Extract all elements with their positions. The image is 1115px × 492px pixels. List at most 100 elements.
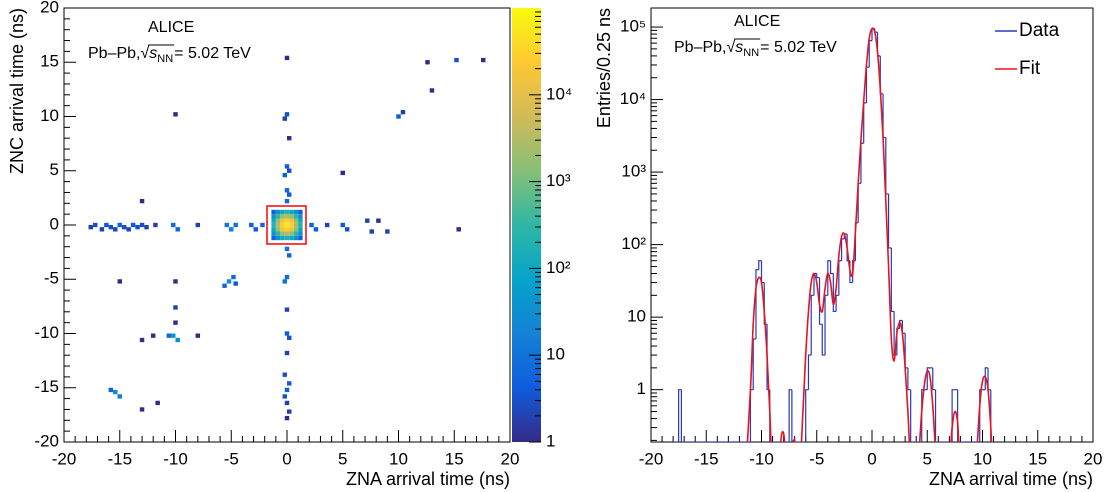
heatmap-cell [376,218,381,223]
x-tick-label: -10 [163,449,188,468]
x-tick-label: -10 [749,449,774,468]
heatmap-cell [233,281,238,286]
heatmap-cell [139,222,145,228]
x-tick-label: 10 [973,449,992,468]
heatmap-cell [289,231,294,236]
heatmap-cell [249,222,254,228]
heatmap-cell [271,218,276,223]
data-bin [755,269,759,339]
x-tick-label: -15 [107,449,132,468]
data-bin [863,102,867,144]
data-bin [893,311,897,356]
heatmap-cell [139,407,145,412]
heatmap-cell [173,320,178,325]
heatmap-cell [150,333,156,338]
heatmap-cell [280,214,285,219]
heatmap-cell [284,55,290,61]
data-bin [838,260,842,296]
heatmap-cell [275,218,281,223]
heatmap-cell [113,389,118,395]
heatmap-cell [298,235,303,241]
heatmap-cell [113,227,118,232]
data-bin [788,389,792,442]
heatmap-cell [222,283,227,288]
heatmap-cell [139,337,145,343]
heatmap-cell [126,227,131,232]
heatmap-cell [298,231,303,236]
heatmap-cell [385,229,390,234]
heatmap-cell [88,225,93,230]
heatmap-cell [175,337,180,343]
heatmap-cell [280,218,285,223]
z-tick-label: 10³ [546,171,571,190]
heatmap-cell [275,227,281,232]
heatmap-cell [344,227,350,232]
y-axis-title: Entries/0.25 ns [594,8,614,128]
heatmap-cell [287,168,292,173]
sqrt-sign: √ [140,45,149,62]
data-bin [763,282,768,325]
heatmap-cell [135,225,140,230]
heatmap-cell [280,222,285,228]
heatmap-cell [173,112,178,117]
heatmap-cell [175,227,180,232]
color-bar [512,8,541,442]
heatmap-cell [284,246,290,252]
heatmap-cell [293,214,299,219]
data-bin [835,294,839,312]
heatmap-cell [396,114,401,119]
heatmap-cell [298,227,303,232]
data-bin [934,389,939,442]
heatmap-cell [284,231,290,236]
x-axis-title: ZNA arrival time (ns) [346,469,510,489]
heatmap-cell [284,198,290,204]
data-bin [678,389,682,442]
data-bin [805,389,809,442]
heatmap-cell [139,198,145,204]
y-tick-label: -20 [34,431,59,450]
x-tick-label: 0 [282,449,291,468]
system-prefix: Pb–Pb, [674,39,726,56]
experiment-label: ALICE [734,13,780,30]
data-bin [807,354,812,390]
x-tick-label: -20 [639,449,664,468]
experiment-label: ALICE [148,19,194,36]
x-tick-label: -15 [694,449,719,468]
heatmap-cell [284,274,290,280]
heatmap-cell [282,279,287,284]
data-bin [758,260,762,270]
heatmap-cell [99,227,105,232]
y-tick-label: -10 [34,323,59,342]
y-tick-label: 10 [627,307,646,326]
data-bin [816,273,820,279]
sqrt-sign: √ [726,39,735,56]
heatmap-cell [275,222,281,228]
heatmap-cell [121,225,127,230]
system-suffix: = 5.02 TeV [174,45,251,62]
y-tick-label: 10 [40,106,59,125]
heatmap-cell [271,231,276,236]
heatmap-cell [229,227,234,232]
x-tick-label: 5 [338,449,347,468]
heatmap-cell [284,222,290,228]
heatmap-cell [298,218,303,223]
heatmap-cell [280,235,285,241]
signal-box [266,205,307,245]
data-bin [899,319,903,329]
heatmap-cell [289,209,294,215]
heatmap-cell [293,231,299,236]
heatmap-cell [284,331,290,336]
heatmap-cell [195,333,201,338]
heatmap-cell [293,227,299,232]
heatmap-cell [284,218,290,223]
heatmap-cell [271,222,276,228]
heatmap-cell [280,227,285,232]
energy-symbol: s [149,45,157,62]
y-tick-label: 1 [637,379,646,398]
fit-curve [746,27,993,442]
x-tick-label: 15 [1028,449,1047,468]
data-bin [990,389,994,442]
data-bin [680,389,685,442]
data-bin [868,40,872,68]
data-bin [890,247,895,313]
